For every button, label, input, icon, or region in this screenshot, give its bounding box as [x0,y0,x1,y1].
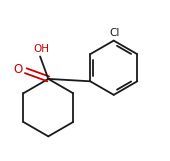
Text: OH: OH [33,44,49,54]
Text: Cl: Cl [109,28,120,38]
Text: O: O [13,63,22,76]
